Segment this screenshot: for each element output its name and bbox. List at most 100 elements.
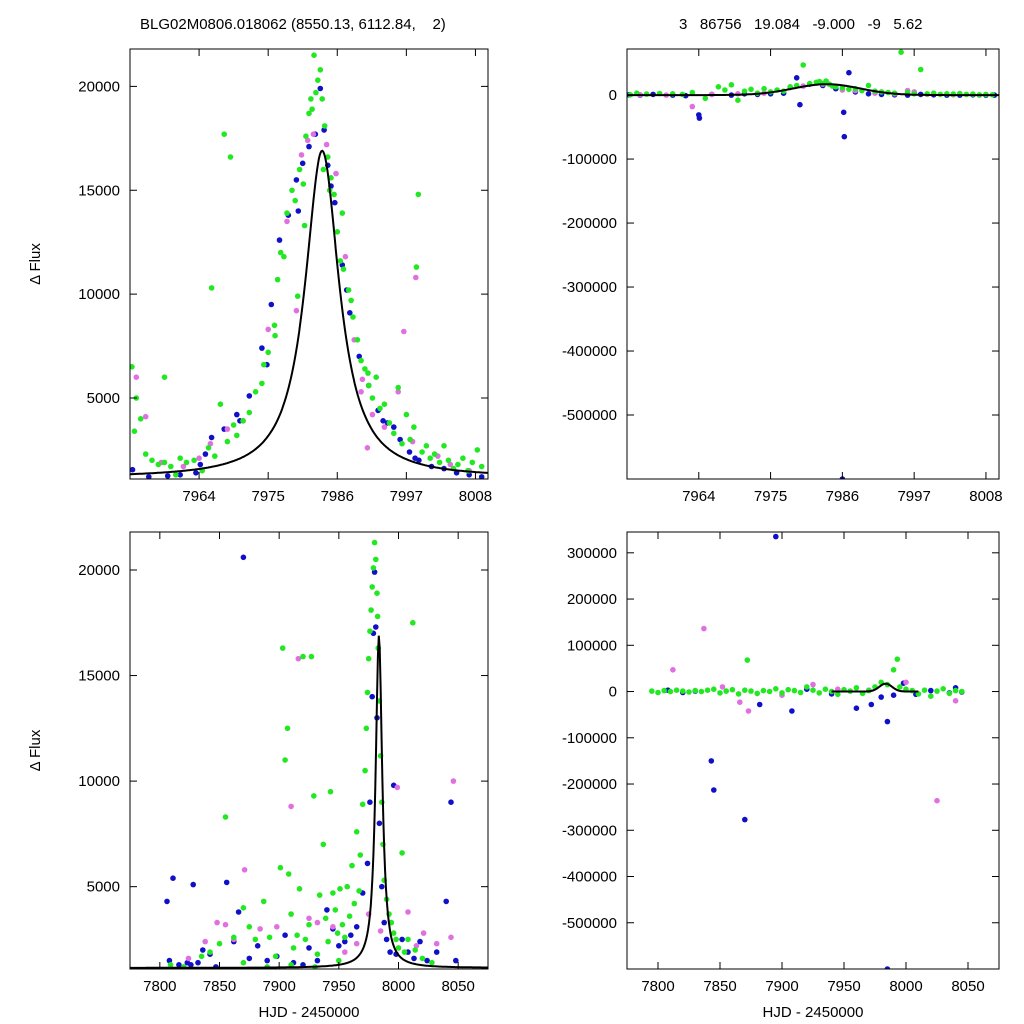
data-point-green xyxy=(279,645,286,651)
data-point-blue xyxy=(369,693,376,700)
x-tick-label: 7900 xyxy=(262,978,295,995)
panel-bottom-right: 7800 7850 7900 7950 8000 8050 300000 200000 1000… xyxy=(562,531,1000,1021)
data-point-green xyxy=(429,959,435,966)
data-point-magenta xyxy=(670,667,676,673)
data-point-magenta xyxy=(359,376,366,383)
data-point-green xyxy=(436,459,443,466)
data-point-blue xyxy=(841,133,848,140)
data-point-green xyxy=(332,907,339,913)
data-point-magenta xyxy=(413,943,420,949)
data-point-blue xyxy=(177,472,183,478)
data-point-green xyxy=(252,389,259,395)
data-point-blue xyxy=(478,474,485,479)
data-point-magenta xyxy=(952,698,959,704)
data-point-green xyxy=(314,951,321,957)
data-point-green xyxy=(367,628,373,634)
data-point-magenta xyxy=(689,103,696,110)
y-tick-label: 5000 xyxy=(87,879,120,896)
data-point-green xyxy=(356,888,362,894)
data-point-green xyxy=(191,457,197,464)
data-point-green xyxy=(168,463,174,470)
data-point-green xyxy=(321,123,328,129)
data-point-green xyxy=(198,953,205,960)
data-point-green xyxy=(427,455,434,462)
data-point-magenta xyxy=(224,426,231,432)
data-point-green xyxy=(413,264,420,270)
data-point-green xyxy=(281,253,287,260)
data-point-green xyxy=(272,953,279,960)
data-point-green xyxy=(317,67,324,73)
data-point-green xyxy=(311,793,317,799)
data-point-blue xyxy=(282,932,288,938)
data-point-magenta xyxy=(298,152,305,158)
data-point-green xyxy=(469,459,476,466)
data-point-blue xyxy=(276,237,283,243)
y-tick-label: -200000 xyxy=(562,776,617,793)
data-point-green xyxy=(271,322,278,329)
y-tick-label: 15000 xyxy=(78,182,120,199)
data-point-blue xyxy=(336,943,342,949)
data-point-magenta xyxy=(314,919,321,926)
data-point-green xyxy=(330,890,336,896)
data-point-green xyxy=(365,382,372,389)
data-point-blue xyxy=(293,177,300,183)
data-point-blue xyxy=(399,936,405,943)
data-point-blue xyxy=(379,883,385,890)
data-point-green xyxy=(399,440,405,447)
data-point-blue xyxy=(373,624,379,630)
data-points xyxy=(627,49,998,479)
y-tick-label: 200000 xyxy=(567,591,617,608)
data-point-blue xyxy=(295,208,302,214)
x-tick-label: 8000 xyxy=(382,978,415,995)
data-point-green xyxy=(761,85,767,92)
data-point-blue xyxy=(264,957,271,964)
data-point-blue xyxy=(356,353,363,360)
y-axis-label: Δ Flux xyxy=(27,729,44,771)
data-point-green xyxy=(934,688,940,694)
data-point-blue xyxy=(342,938,348,945)
data-point-blue xyxy=(711,787,717,793)
data-point-blue xyxy=(708,758,715,764)
data-point-green xyxy=(315,77,321,83)
data-point-green xyxy=(222,814,229,820)
data-point-blue xyxy=(202,451,209,457)
data-point-green xyxy=(284,210,290,216)
data-point-green xyxy=(285,871,292,877)
x-axis-label: HJD - 2450000 xyxy=(259,1004,360,1021)
data-point-blue xyxy=(443,898,450,905)
data-point-blue xyxy=(380,418,386,424)
data-point-green xyxy=(208,285,215,291)
data-point-green xyxy=(748,688,754,694)
data-point-magenta xyxy=(222,921,229,928)
data-point-magenta xyxy=(196,455,202,462)
data-point-green xyxy=(339,210,346,216)
data-points xyxy=(130,52,485,479)
data-point-magenta xyxy=(257,926,263,932)
data-point-green xyxy=(316,892,323,898)
data-point-magenta xyxy=(353,940,360,947)
data-point-blue xyxy=(197,461,204,468)
data-point-blue xyxy=(367,799,373,805)
data-point-green xyxy=(371,539,378,546)
data-point-green xyxy=(810,687,816,693)
data-point-green xyxy=(917,66,924,73)
y-axis-label: Δ Flux xyxy=(27,243,44,285)
data-point-green xyxy=(779,690,785,696)
data-point-green xyxy=(246,924,253,930)
data-point-green xyxy=(455,461,461,468)
data-point-green xyxy=(365,370,371,376)
data-point-green xyxy=(261,361,267,368)
data-point-green xyxy=(319,96,326,102)
data-point-magenta xyxy=(358,389,364,395)
data-point-green xyxy=(702,95,709,102)
data-point-green xyxy=(130,364,135,370)
data-point-green xyxy=(890,667,897,673)
data-point-blue xyxy=(306,143,312,150)
data-point-green xyxy=(853,685,860,691)
data-point-magenta xyxy=(745,708,752,714)
x-tick-label: 7986 xyxy=(826,488,859,505)
data-point-green xyxy=(822,686,829,692)
data-point-blue xyxy=(890,692,897,698)
data-point-green xyxy=(673,687,680,693)
